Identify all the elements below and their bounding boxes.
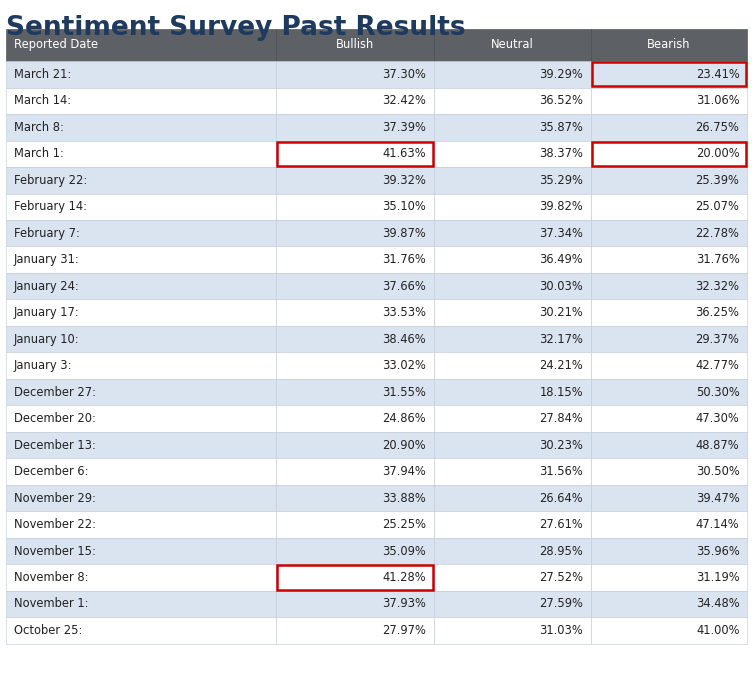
Text: November 15:: November 15: xyxy=(14,545,96,557)
Text: 31.56%: 31.56% xyxy=(539,465,583,478)
Text: 30.50%: 30.50% xyxy=(696,465,739,478)
Text: 35.10%: 35.10% xyxy=(383,200,426,213)
Text: November 29:: November 29: xyxy=(14,492,96,504)
Text: October 25:: October 25: xyxy=(14,624,82,637)
Text: December 20:: December 20: xyxy=(14,412,96,425)
Text: 38.37%: 38.37% xyxy=(539,147,583,160)
Text: 20.90%: 20.90% xyxy=(383,439,426,452)
Text: 38.46%: 38.46% xyxy=(383,333,426,346)
Text: March 14:: March 14: xyxy=(14,94,71,107)
Text: 35.87%: 35.87% xyxy=(539,121,583,134)
Text: 41.00%: 41.00% xyxy=(696,624,739,637)
Text: 39.87%: 39.87% xyxy=(383,227,426,240)
Text: 35.09%: 35.09% xyxy=(383,545,426,557)
Text: November 1:: November 1: xyxy=(14,598,88,610)
Text: January 24:: January 24: xyxy=(14,280,79,293)
Text: 47.30%: 47.30% xyxy=(696,412,739,425)
Text: 22.78%: 22.78% xyxy=(696,227,739,240)
Text: 25.25%: 25.25% xyxy=(382,518,426,531)
Text: 47.14%: 47.14% xyxy=(696,518,739,531)
Text: 48.87%: 48.87% xyxy=(696,439,739,452)
Text: 23.41%: 23.41% xyxy=(696,68,739,81)
Text: December 13:: December 13: xyxy=(14,439,96,452)
Text: 31.76%: 31.76% xyxy=(696,253,739,266)
Text: November 8:: November 8: xyxy=(14,571,88,584)
Text: 39.47%: 39.47% xyxy=(696,492,739,504)
Text: 33.02%: 33.02% xyxy=(383,359,426,372)
Text: January 31:: January 31: xyxy=(14,253,79,266)
Text: 31.19%: 31.19% xyxy=(696,571,739,584)
Text: 37.39%: 37.39% xyxy=(383,121,426,134)
Text: January 17:: January 17: xyxy=(14,306,79,319)
Text: 35.29%: 35.29% xyxy=(539,174,583,187)
Text: 36.25%: 36.25% xyxy=(696,306,739,319)
Text: 31.55%: 31.55% xyxy=(383,386,426,399)
Text: 32.17%: 32.17% xyxy=(539,333,583,346)
Text: 26.64%: 26.64% xyxy=(539,492,583,504)
Text: 42.77%: 42.77% xyxy=(696,359,739,372)
Text: 37.66%: 37.66% xyxy=(383,280,426,293)
Text: March 21:: March 21: xyxy=(14,68,71,81)
Text: January 3:: January 3: xyxy=(14,359,72,372)
Text: December 6:: December 6: xyxy=(14,465,88,478)
Text: February 7:: February 7: xyxy=(14,227,79,240)
Text: 37.94%: 37.94% xyxy=(383,465,426,478)
Text: 24.86%: 24.86% xyxy=(383,412,426,425)
Text: 36.52%: 36.52% xyxy=(539,94,583,107)
Text: 33.53%: 33.53% xyxy=(382,306,426,319)
Text: 31.06%: 31.06% xyxy=(696,94,739,107)
Text: 41.63%: 41.63% xyxy=(383,147,426,160)
Text: 24.21%: 24.21% xyxy=(539,359,583,372)
Text: Reported Date: Reported Date xyxy=(14,38,98,52)
Text: 37.34%: 37.34% xyxy=(539,227,583,240)
Text: January 10:: January 10: xyxy=(14,333,79,346)
Text: 25.39%: 25.39% xyxy=(696,174,739,187)
Text: March 1:: March 1: xyxy=(14,147,63,160)
Text: 27.97%: 27.97% xyxy=(383,624,426,637)
Text: 39.29%: 39.29% xyxy=(539,68,583,81)
Text: 34.48%: 34.48% xyxy=(696,598,739,610)
Text: 30.03%: 30.03% xyxy=(539,280,583,293)
Text: 36.49%: 36.49% xyxy=(539,253,583,266)
Text: 26.75%: 26.75% xyxy=(696,121,739,134)
Text: 37.93%: 37.93% xyxy=(383,598,426,610)
Text: March 8:: March 8: xyxy=(14,121,63,134)
Text: 18.15%: 18.15% xyxy=(539,386,583,399)
Text: November 22:: November 22: xyxy=(14,518,96,531)
Text: 41.28%: 41.28% xyxy=(383,571,426,584)
Text: 33.88%: 33.88% xyxy=(383,492,426,504)
Text: 27.59%: 27.59% xyxy=(539,598,583,610)
Text: Neutral: Neutral xyxy=(491,38,533,52)
Text: 39.32%: 39.32% xyxy=(383,174,426,187)
Text: Bearish: Bearish xyxy=(647,38,691,52)
Text: 32.42%: 32.42% xyxy=(383,94,426,107)
Text: February 22:: February 22: xyxy=(14,174,87,187)
Text: Sentiment Survey Past Results: Sentiment Survey Past Results xyxy=(6,15,465,41)
Text: February 14:: February 14: xyxy=(14,200,87,213)
Text: 35.96%: 35.96% xyxy=(696,545,739,557)
Text: 27.61%: 27.61% xyxy=(539,518,583,531)
Text: December 27:: December 27: xyxy=(14,386,96,399)
Text: 39.82%: 39.82% xyxy=(539,200,583,213)
Text: 27.52%: 27.52% xyxy=(539,571,583,584)
Text: 30.21%: 30.21% xyxy=(539,306,583,319)
Text: 37.30%: 37.30% xyxy=(383,68,426,81)
Text: 29.37%: 29.37% xyxy=(696,333,739,346)
Text: 30.23%: 30.23% xyxy=(539,439,583,452)
Text: 20.00%: 20.00% xyxy=(696,147,739,160)
Text: 32.32%: 32.32% xyxy=(696,280,739,293)
Text: 25.07%: 25.07% xyxy=(696,200,739,213)
Text: 27.84%: 27.84% xyxy=(539,412,583,425)
Text: 31.76%: 31.76% xyxy=(383,253,426,266)
Text: 31.03%: 31.03% xyxy=(539,624,583,637)
Text: Bullish: Bullish xyxy=(336,38,374,52)
Text: 28.95%: 28.95% xyxy=(539,545,583,557)
Text: 50.30%: 50.30% xyxy=(696,386,739,399)
